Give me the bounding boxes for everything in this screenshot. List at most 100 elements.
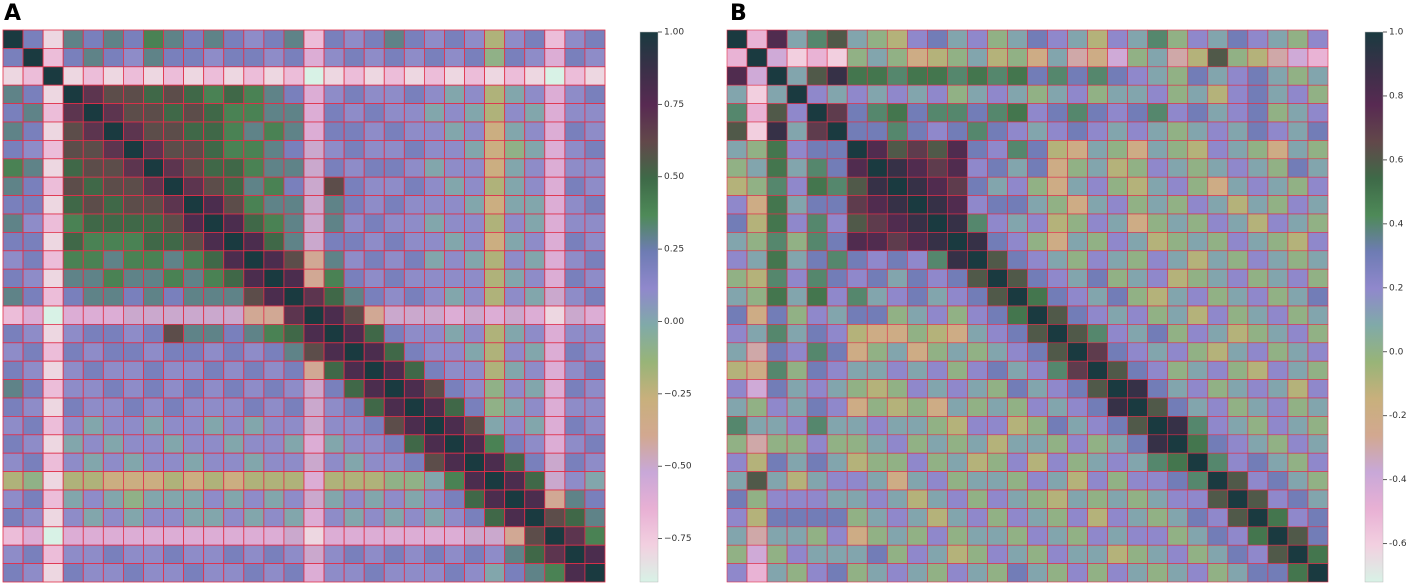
heatmap-cell xyxy=(223,48,245,68)
heatmap-cell xyxy=(866,508,888,528)
heatmap-cell xyxy=(1047,140,1068,160)
heatmap-cell xyxy=(243,139,265,160)
heatmap-cell xyxy=(564,360,586,381)
heatmap-cell xyxy=(243,287,265,307)
heatmap-cell xyxy=(766,232,788,252)
heatmap-cell xyxy=(906,66,928,86)
heatmap-cell xyxy=(746,250,768,270)
heatmap-cell xyxy=(303,379,325,399)
heatmap-cell xyxy=(927,84,948,104)
heatmap-cell xyxy=(544,544,566,565)
heatmap-cell xyxy=(1307,29,1329,49)
heatmap-cell xyxy=(383,231,405,252)
heatmap-cell xyxy=(82,139,104,160)
heatmap-cell xyxy=(343,379,365,399)
heatmap-cell xyxy=(323,415,345,436)
heatmap-cell xyxy=(947,342,968,362)
heatmap-cell xyxy=(806,176,828,196)
heatmap-cell xyxy=(806,471,828,491)
heatmap-cell xyxy=(1007,103,1028,123)
heatmap-cell xyxy=(143,397,164,417)
heatmap-cell xyxy=(1047,544,1068,564)
heatmap-cell xyxy=(846,471,868,491)
heatmap-cell xyxy=(464,305,485,325)
heatmap-cell xyxy=(987,342,1008,362)
heatmap-cell xyxy=(363,213,385,233)
heatmap-cell xyxy=(1047,268,1068,288)
heatmap-cell xyxy=(1047,508,1068,528)
heatmap-cell xyxy=(1147,416,1169,436)
heatmap-cell xyxy=(163,268,185,289)
heatmap-cell xyxy=(223,507,245,528)
heatmap-cell xyxy=(987,158,1008,178)
heatmap-cell xyxy=(1127,287,1148,307)
heatmap-cell xyxy=(1287,48,1309,68)
heatmap-cell xyxy=(423,29,445,49)
heatmap-cell xyxy=(987,360,1008,380)
heatmap-cell xyxy=(947,360,968,380)
heatmap-cell xyxy=(846,489,868,509)
heatmap-cell xyxy=(464,231,485,252)
heatmap-cell xyxy=(826,360,848,380)
heatmap-cell xyxy=(1147,526,1169,546)
heatmap-cell xyxy=(544,452,566,473)
heatmap-cell xyxy=(544,268,566,289)
heatmap-cell xyxy=(243,213,265,233)
heatmap-cell xyxy=(786,213,808,233)
heatmap-cell xyxy=(82,48,104,68)
heatmap-cell xyxy=(223,563,245,583)
heatmap-cell xyxy=(766,305,788,325)
heatmap-cell xyxy=(203,360,225,381)
heatmap-cell xyxy=(203,287,225,307)
heatmap-cell xyxy=(243,84,265,104)
heatmap-cell xyxy=(927,526,948,546)
heatmap-cell xyxy=(1087,452,1108,472)
heatmap-cell xyxy=(786,48,808,68)
heatmap-cell xyxy=(947,287,968,307)
heatmap-cell xyxy=(564,323,586,344)
heatmap-cell xyxy=(1027,158,1048,178)
heatmap-cell xyxy=(464,29,485,49)
heatmap-cell xyxy=(564,268,586,289)
heatmap-cell xyxy=(786,66,808,86)
heatmap-cell xyxy=(283,103,305,123)
heatmap-cell xyxy=(726,379,748,399)
heatmap-cell xyxy=(1187,379,1209,399)
heatmap-cell xyxy=(1007,360,1028,380)
heatmap-cell xyxy=(263,158,285,178)
heatmap-cell xyxy=(1167,48,1189,68)
heatmap-cell xyxy=(524,471,546,491)
heatmap-cell xyxy=(987,305,1008,325)
heatmap-cell xyxy=(1207,563,1229,583)
heatmap-cell xyxy=(987,121,1008,141)
heatmap-cell xyxy=(1087,434,1108,454)
heatmap-cell xyxy=(1127,195,1148,215)
heatmap-cell xyxy=(544,342,566,362)
heatmap-cell xyxy=(484,250,506,270)
heatmap-cell xyxy=(343,434,365,454)
heatmap-cell xyxy=(123,342,144,362)
heatmap-cell xyxy=(1207,158,1229,178)
heatmap-cell xyxy=(1087,360,1108,380)
heatmap-cell xyxy=(1187,158,1209,178)
heatmap-cell xyxy=(1027,66,1048,86)
heatmap-cell xyxy=(283,323,305,344)
heatmap-cell xyxy=(42,250,64,270)
heatmap-cell xyxy=(62,507,84,528)
heatmap-cell xyxy=(886,250,908,270)
heatmap-cell xyxy=(1267,342,1289,362)
heatmap-cell xyxy=(343,48,365,68)
heatmap-cell xyxy=(927,48,948,68)
heatmap-cell xyxy=(403,415,425,436)
heatmap-cell xyxy=(726,268,748,288)
heatmap-cell xyxy=(363,544,385,565)
heatmap-cell xyxy=(726,48,748,68)
heatmap-cell xyxy=(343,195,365,215)
colorbar-tick-label: 0.2 xyxy=(1389,283,1403,293)
heatmap-cell xyxy=(62,121,84,141)
heatmap-cell xyxy=(806,526,828,546)
heatmap-cell xyxy=(323,342,345,362)
heatmap-cell xyxy=(1067,305,1088,325)
heatmap-cell xyxy=(987,232,1008,252)
heatmap-cell xyxy=(927,287,948,307)
